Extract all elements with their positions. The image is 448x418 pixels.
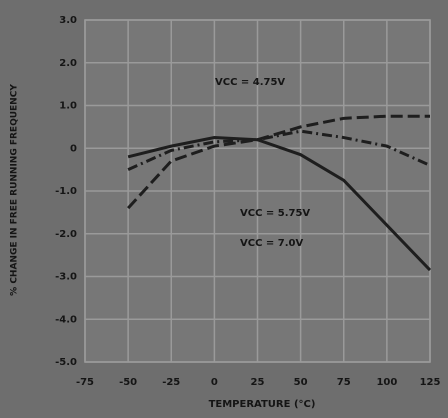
x-tick-label: 100 [376, 377, 397, 388]
y-tick-label: -4.0 [55, 314, 77, 325]
series-line [127, 129, 431, 171]
x-tick-label: -75 [76, 377, 94, 388]
x-tick-label: -50 [119, 377, 137, 388]
series-line [127, 114, 430, 210]
y-tick-label: -3.0 [55, 272, 77, 283]
x-tick-label: 25 [251, 377, 265, 388]
y-tick-label: 1.0 [59, 101, 77, 112]
y-tick-label: -2.0 [55, 229, 77, 240]
y-tick-label: -1.0 [55, 186, 77, 197]
y-tick-label: 2.0 [59, 58, 77, 69]
y-tick-label: -5.0 [55, 357, 77, 368]
x-tick-label: 0 [211, 377, 218, 388]
series-line [127, 136, 432, 272]
y-axis-label: % CHANGE IN FREE RUNNING FREQUENCY [10, 84, 20, 296]
x-tick-label: 75 [337, 377, 351, 388]
y-tick-label: 3.0 [59, 15, 77, 26]
x-tick-label: 50 [294, 377, 308, 388]
y-tick-label: 0 [70, 143, 77, 154]
x-axis-label: TEMPERATURE (°C) [209, 399, 316, 410]
series-label: VCC = 4.75V [215, 77, 285, 88]
x-tick-label: 125 [420, 377, 441, 388]
x-tick-label: -25 [162, 377, 180, 388]
series-label: VCC = 5.75V [240, 208, 310, 219]
series-label: VCC = 7.0V [240, 238, 303, 249]
